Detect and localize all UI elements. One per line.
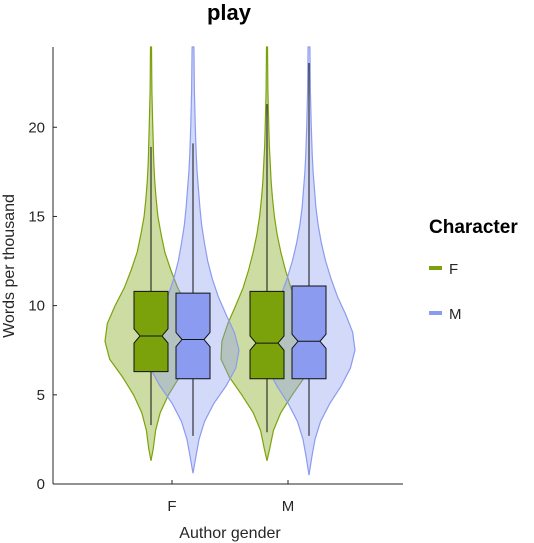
y-tick-label-15: 15	[28, 208, 45, 225]
legend-label-m: M	[449, 306, 462, 323]
y-tick-label-0: 0	[37, 476, 45, 493]
chart-title: play	[207, 0, 252, 25]
box-f-f	[133, 290, 169, 373]
x-tick-label-f: F	[167, 498, 176, 515]
box-m-m	[291, 285, 327, 380]
y-axis-label: Words per thousand	[1, 194, 18, 338]
axes: 0 5 10 15 20 F M	[28, 47, 403, 515]
y-tick-label-20: 20	[28, 119, 45, 136]
y-tick-label-5: 5	[37, 387, 45, 404]
y-tick-label-10: 10	[28, 298, 45, 315]
legend-title: Character	[429, 217, 518, 238]
legend: Character F M	[429, 217, 518, 323]
plot-area	[104, 46, 356, 476]
x-axis-label: Author gender	[179, 525, 281, 542]
legend-label-f: F	[449, 261, 458, 278]
box-f-m	[249, 290, 285, 380]
box-m-f	[175, 292, 211, 380]
x-tick-label-m: M	[282, 498, 295, 515]
